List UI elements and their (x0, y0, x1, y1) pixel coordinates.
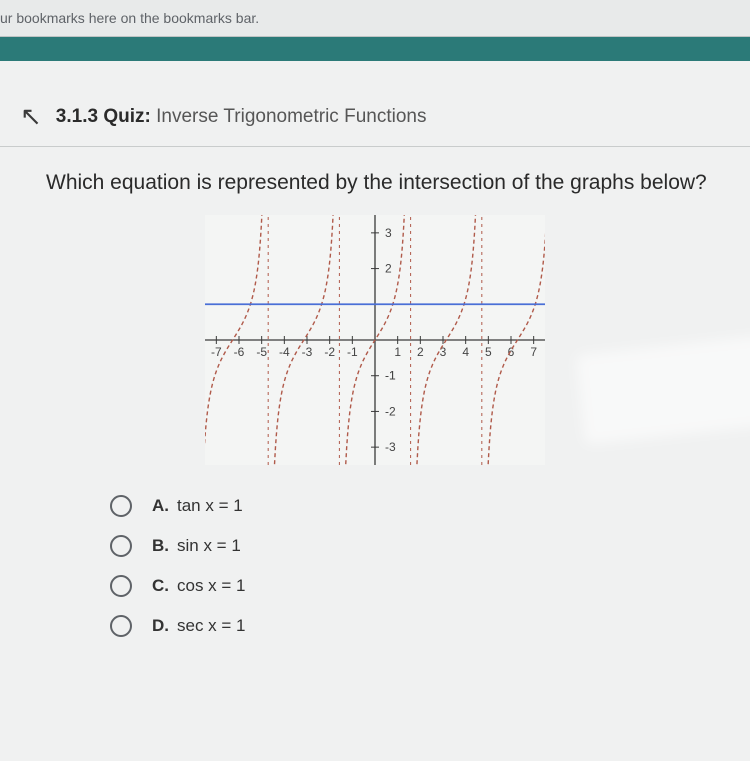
radio-icon[interactable] (110, 535, 132, 557)
answer-b[interactable]: B. sin x = 1 (110, 535, 750, 557)
svg-text:3: 3 (385, 226, 392, 240)
graph-svg: -7-6-5-4-3-2-11234567-3-2-123-1 (205, 215, 545, 465)
quiz-header: ↖ 3.1.3 Quiz: Inverse Trigonometric Func… (0, 101, 750, 147)
quiz-number: 3.1.3 (56, 106, 98, 127)
answer-letter: B. (152, 536, 169, 556)
answer-text: cos x = 1 (177, 576, 246, 596)
svg-text:2: 2 (417, 345, 424, 359)
svg-text:-4: -4 (279, 345, 290, 359)
svg-text:3: 3 (440, 345, 447, 359)
svg-text:-1: -1 (347, 345, 358, 359)
answers-list: A. tan x = 1 B. sin x = 1 C. cos x = 1 D… (0, 495, 750, 637)
svg-text:7: 7 (530, 345, 537, 359)
answer-text: tan x = 1 (177, 496, 243, 516)
answer-text: sec x = 1 (177, 616, 246, 636)
radio-icon[interactable] (110, 575, 132, 597)
bookmark-bar-text: ur bookmarks here on the bookmarks bar. (0, 10, 259, 26)
svg-text:2: 2 (385, 262, 392, 276)
quiz-title: Inverse Trigonometric Functions (156, 106, 426, 127)
graph-container: -7-6-5-4-3-2-11234567-3-2-123-1 (0, 205, 750, 495)
answer-letter: A. (152, 496, 169, 516)
quiz-label: Quiz: (103, 106, 151, 127)
answer-letter: D. (152, 616, 169, 636)
radio-icon[interactable] (110, 495, 132, 517)
answer-d[interactable]: D. sec x = 1 (110, 615, 750, 637)
svg-text:4: 4 (462, 345, 469, 359)
quiz-content: ↖ 3.1.3 Quiz: Inverse Trigonometric Func… (0, 61, 750, 761)
back-arrow-icon[interactable]: ↖ (20, 101, 42, 132)
answer-c[interactable]: C. cos x = 1 (110, 575, 750, 597)
svg-text:-1: -1 (385, 369, 396, 383)
svg-text:-2: -2 (385, 404, 396, 418)
radio-icon[interactable] (110, 615, 132, 637)
app-teal-bar (0, 37, 750, 61)
bookmark-bar: ur bookmarks here on the bookmarks bar. (0, 0, 750, 37)
question-text: Which equation is represented by the int… (0, 147, 750, 205)
svg-text:-2: -2 (324, 345, 335, 359)
svg-text:5: 5 (485, 345, 492, 359)
answer-letter: C. (152, 576, 169, 596)
svg-text:-5: -5 (256, 345, 267, 359)
answer-text: sin x = 1 (177, 536, 241, 556)
svg-text:1: 1 (394, 345, 401, 359)
svg-text:-7: -7 (211, 345, 222, 359)
svg-text:-6: -6 (234, 345, 245, 359)
svg-text:-3: -3 (302, 345, 313, 359)
svg-text:-3: -3 (385, 440, 396, 454)
answer-a[interactable]: A. tan x = 1 (110, 495, 750, 517)
